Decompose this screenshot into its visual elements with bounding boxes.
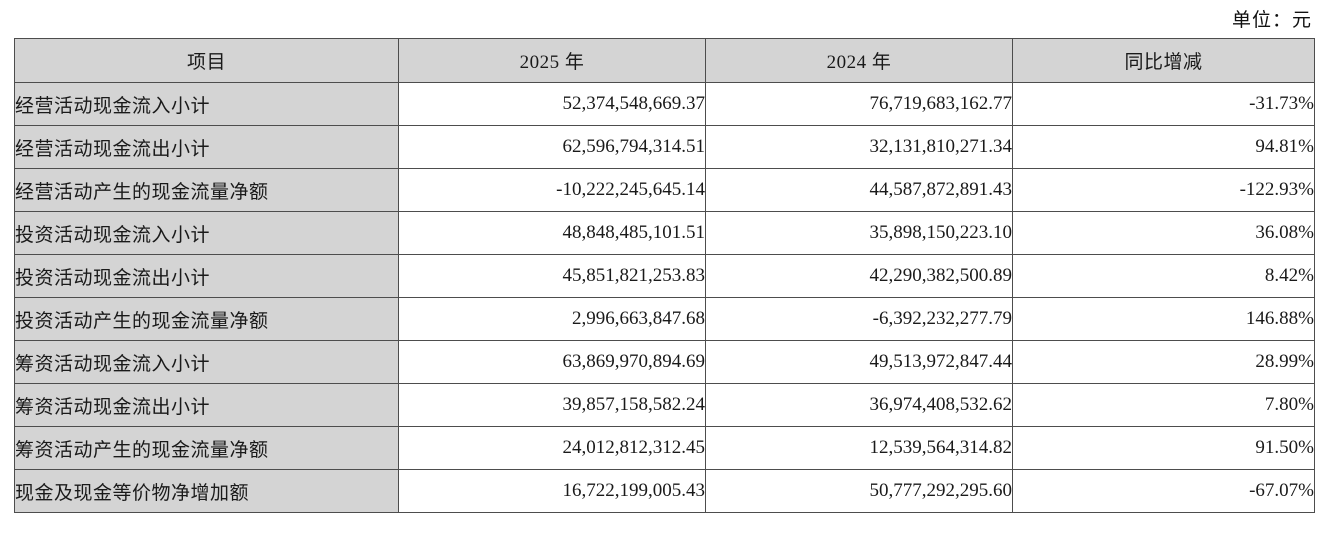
row-item-label: 筹资活动现金流出小计	[14, 383, 399, 427]
table-row: 经营活动现金流入小计 52,374,548,669.37 76,719,683,…	[14, 82, 1315, 126]
row-value-2024: 44,587,872,891.43	[705, 168, 1013, 212]
row-value-2025: 39,857,158,582.24	[398, 383, 706, 427]
table-row: 筹资活动现金流入小计 63,869,970,894.69 49,513,972,…	[14, 340, 1315, 384]
row-item-label: 筹资活动产生的现金流量净额	[14, 426, 399, 470]
row-value-2025: 24,012,812,312.45	[398, 426, 706, 470]
row-value-yoy: 7.80%	[1012, 383, 1315, 427]
row-item-label: 投资活动现金流入小计	[14, 211, 399, 255]
table-row: 现金及现金等价物净增加额 16,722,199,005.43 50,777,29…	[14, 469, 1315, 513]
row-value-yoy: -31.73%	[1012, 82, 1315, 126]
row-value-2024: 35,898,150,223.10	[705, 211, 1013, 255]
row-value-2025: 63,869,970,894.69	[398, 340, 706, 384]
column-header-2024: 2024 年	[705, 38, 1013, 83]
row-value-2025: 2,996,663,847.68	[398, 297, 706, 341]
row-value-2024: 76,719,683,162.77	[705, 82, 1013, 126]
table-row: 投资活动产生的现金流量净额 2,996,663,847.68 -6,392,23…	[14, 297, 1315, 341]
row-item-label: 投资活动现金流出小计	[14, 254, 399, 298]
cash-flow-table: 项目 2025 年 2024 年 同比增减 经营活动现金流入小计 52,374,…	[14, 38, 1315, 513]
row-value-yoy: -67.07%	[1012, 469, 1315, 513]
row-value-2025: 16,722,199,005.43	[398, 469, 706, 513]
column-header-item: 项目	[14, 38, 399, 83]
row-value-yoy: 36.08%	[1012, 211, 1315, 255]
unit-label: 单位：元	[1231, 10, 1312, 31]
row-value-yoy: -122.93%	[1012, 168, 1315, 212]
row-item-label: 投资活动产生的现金流量净额	[14, 297, 399, 341]
table-header-row: 项目 2025 年 2024 年 同比增减	[14, 38, 1315, 83]
row-value-yoy: 8.42%	[1012, 254, 1315, 298]
row-value-yoy: 91.50%	[1012, 426, 1315, 470]
row-value-2024: 32,131,810,271.34	[705, 125, 1013, 169]
column-header-2025: 2025 年	[398, 38, 706, 83]
table-row: 投资活动现金流入小计 48,848,485,101.51 35,898,150,…	[14, 211, 1315, 255]
row-value-yoy: 28.99%	[1012, 340, 1315, 384]
row-value-yoy: 146.88%	[1012, 297, 1315, 341]
table-row: 筹资活动产生的现金流量净额 24,012,812,312.45 12,539,5…	[14, 426, 1315, 470]
table-row: 经营活动现金流出小计 62,596,794,314.51 32,131,810,…	[14, 125, 1315, 169]
table-row: 筹资活动现金流出小计 39,857,158,582.24 36,974,408,…	[14, 383, 1315, 427]
row-value-2025: 52,374,548,669.37	[398, 82, 706, 126]
row-value-2024: -6,392,232,277.79	[705, 297, 1013, 341]
row-value-2024: 50,777,292,295.60	[705, 469, 1013, 513]
row-value-2024: 49,513,972,847.44	[705, 340, 1013, 384]
row-value-2024: 36,974,408,532.62	[705, 383, 1013, 427]
row-value-2025: 48,848,485,101.51	[398, 211, 706, 255]
row-item-label: 经营活动现金流入小计	[14, 82, 399, 126]
table-body: 经营活动现金流入小计 52,374,548,669.37 76,719,683,…	[14, 82, 1315, 513]
row-value-2024: 42,290,382,500.89	[705, 254, 1013, 298]
row-value-2025: 45,851,821,253.83	[398, 254, 706, 298]
table-row: 投资活动现金流出小计 45,851,821,253.83 42,290,382,…	[14, 254, 1315, 298]
row-item-label: 现金及现金等价物净增加额	[14, 469, 399, 513]
row-value-2025: 62,596,794,314.51	[398, 125, 706, 169]
row-item-label: 经营活动产生的现金流量净额	[14, 168, 399, 212]
row-value-2024: 12,539,564,314.82	[705, 426, 1013, 470]
column-header-yoy: 同比增减	[1012, 38, 1315, 83]
row-item-label: 筹资活动现金流入小计	[14, 340, 399, 384]
table-row: 经营活动产生的现金流量净额 -10,222,245,645.14 44,587,…	[14, 168, 1315, 212]
row-value-2025: -10,222,245,645.14	[398, 168, 706, 212]
row-value-yoy: 94.81%	[1012, 125, 1315, 169]
row-item-label: 经营活动现金流出小计	[14, 125, 399, 169]
